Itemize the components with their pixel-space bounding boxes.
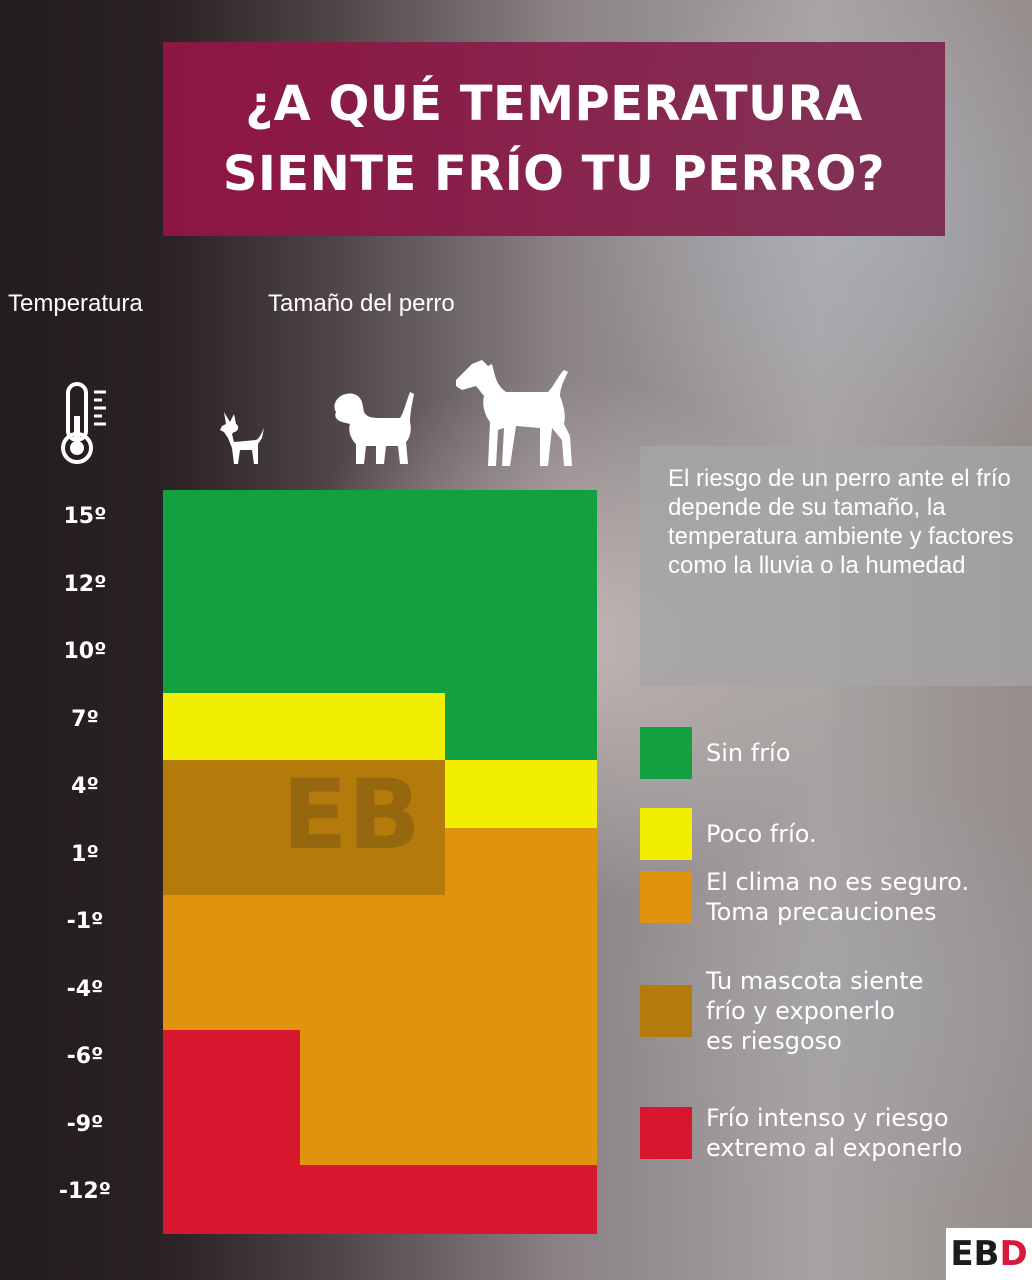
medium-dog-icon [334,392,414,464]
risk-cell-large-sin-frio [445,490,597,559]
risk-cell-large-no-seguro [445,963,597,1031]
risk-cell-large-poco-frio [445,760,597,829]
temperature-tick: 1º [71,841,99,867]
risk-cell-medium-siente-frio [300,828,446,896]
risk-cell-small-sin-frio [163,490,301,559]
info-text: El riesgo de un perro ante el frío depen… [668,465,1014,579]
page-title: ¿A QUÉ TEMPERATURA SIENTE FRÍO TU PERRO? [222,76,886,202]
small-dog-icon [220,412,264,464]
legend-label: El clima no es seguro. Toma precauciones [706,868,970,926]
risk-cell-large-sin-frio [445,625,597,694]
risk-cell-small-siente-frio [163,760,301,829]
legend-swatch [640,727,692,779]
risk-cell-small-no-seguro [163,963,301,1031]
thermometer-icon [61,382,106,464]
risk-cell-medium-no-seguro [300,895,446,964]
legend-swatch [640,871,692,923]
risk-cell-medium-no-seguro [300,1098,446,1166]
risk-cell-large-sin-frio [445,693,597,761]
logo-accent-text: D [999,1234,1028,1274]
temperature-tick: 7º [71,706,99,732]
temperature-header: Temperatura [8,290,143,317]
legend-swatch [640,1107,692,1159]
risk-cell-medium-sin-frio [300,625,446,694]
logo-main-text: EB [950,1234,1000,1274]
legend-item-frio-intenso: Frío intenso y riesgo extremo al exponer… [640,1103,962,1163]
risk-cell-small-sin-frio [163,625,301,694]
risk-cell-medium-no-seguro [300,963,446,1031]
legend-label: Sin frío [706,739,791,767]
legend-item-no-seguro: El clima no es seguro. Toma precauciones [640,867,969,927]
temperature-tick: -9º [66,1111,104,1137]
risk-cell-medium-frio-intenso [300,1165,446,1234]
legend-swatch [640,985,692,1037]
temperature-tick: 15º [63,504,107,529]
dog-size-header: Tamaño del perro [268,290,455,317]
legend-item-sin-frio: Sin frío [640,727,790,779]
risk-cell-small-frio-intenso [163,1098,301,1166]
legend-item-poco-frio: Poco frío. [640,808,817,860]
legend-swatch [640,808,692,860]
risk-cell-small-siente-frio [163,828,301,896]
risk-cell-medium-siente-frio [300,760,446,829]
temperature-tick: -4º [66,976,104,1002]
risk-cell-large-no-seguro [445,1030,597,1099]
risk-cell-small-frio-intenso [163,1030,301,1099]
temperature-tick: 4º [71,774,99,799]
risk-cell-medium-poco-frio [300,693,446,761]
legend-item-siente-frio: Tu mascota siente frío y exponerlo es ri… [640,966,923,1056]
risk-cell-medium-no-seguro [300,1030,446,1099]
legend-label: Poco frío. [706,820,817,848]
watermark: EB [282,759,421,871]
info-box: El riesgo de un perro ante el frío depen… [640,446,1032,686]
risk-cell-large-frio-intenso [445,1165,597,1234]
temperature-tick: -6º [66,1044,104,1069]
title-banner: ¿A QUÉ TEMPERATURA SIENTE FRÍO TU PERRO? [163,42,945,236]
large-dog-icon [456,360,572,466]
temperature-tick: -12º [58,1179,112,1204]
risk-cell-large-no-seguro [445,895,597,964]
risk-cell-medium-sin-frio [300,558,446,626]
risk-cell-small-frio-intenso [163,1165,301,1234]
risk-cell-small-poco-frio [163,693,301,761]
risk-cell-large-no-seguro [445,1098,597,1166]
risk-cell-small-sin-frio [163,558,301,626]
temperature-tick: 12º [63,571,107,597]
brand-logo: EB D [946,1228,1032,1280]
risk-cell-medium-sin-frio [300,490,446,559]
legend-label: Tu mascota siente frío y exponerlo es ri… [706,967,924,1055]
legend-label: Frío intenso y riesgo extremo al exponer… [706,1104,963,1162]
risk-cell-large-no-seguro [445,828,597,896]
temperature-tick: 10º [63,639,107,664]
risk-cell-large-sin-frio [445,558,597,626]
temperature-tick: -1º [66,909,104,934]
risk-cell-small-no-seguro [163,895,301,964]
